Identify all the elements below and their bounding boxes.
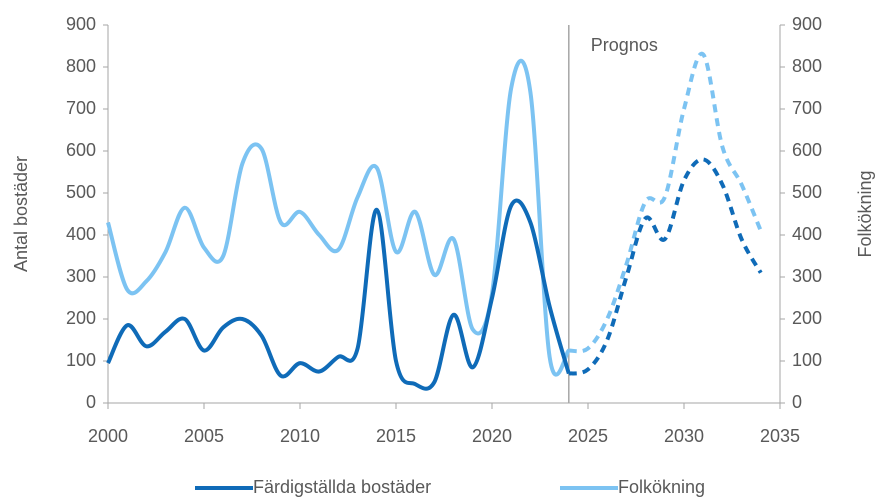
legend-label: Folkökning: [618, 477, 705, 497]
y-tick-label: 400: [66, 224, 96, 244]
y2-tick-label: 100: [792, 350, 822, 370]
y-tick-label: 300: [66, 266, 96, 286]
series-line: [568, 51, 763, 354]
x-tick-label: 2010: [280, 426, 320, 446]
y2-tick-label: 200: [792, 308, 822, 328]
x-tick-label: 2015: [376, 426, 416, 446]
y-axis-label: Antal bostäder: [11, 156, 31, 272]
x-tick-label: 2005: [184, 426, 224, 446]
y-tick-label: 0: [86, 392, 96, 412]
y2-tick-label: 500: [792, 182, 822, 202]
x-tick-label: 2000: [88, 426, 128, 446]
y-tick-label: 600: [66, 140, 96, 160]
annotation: Prognos: [591, 35, 658, 55]
y-tick-label: 500: [66, 182, 96, 202]
y2-tick-label: 600: [792, 140, 822, 160]
x-tick-label: 2020: [472, 426, 512, 446]
y-tick-label: 800: [66, 56, 96, 76]
y-tick-label: 100: [66, 350, 96, 370]
y-tick-label: 900: [66, 14, 96, 34]
y-tick-label: 700: [66, 98, 96, 118]
x-tick-label: 2030: [664, 426, 704, 446]
y2-tick-label: 800: [792, 56, 822, 76]
y2-tick-label: 700: [792, 98, 822, 118]
y2-tick-label: 400: [792, 224, 822, 244]
x-tick-label: 2035: [760, 426, 800, 446]
series-line: [106, 198, 571, 391]
y2-tick-label: 0: [792, 392, 802, 412]
y2-tick-label: 900: [792, 14, 822, 34]
legend-label: Färdigställda bostäder: [253, 477, 431, 497]
series-line: [568, 157, 763, 376]
y2-axis-label: Folkökning: [855, 170, 875, 257]
x-tick-label: 2025: [568, 426, 608, 446]
series-line: [106, 58, 571, 377]
y-tick-label: 200: [66, 308, 96, 328]
y2-tick-label: 300: [792, 266, 822, 286]
